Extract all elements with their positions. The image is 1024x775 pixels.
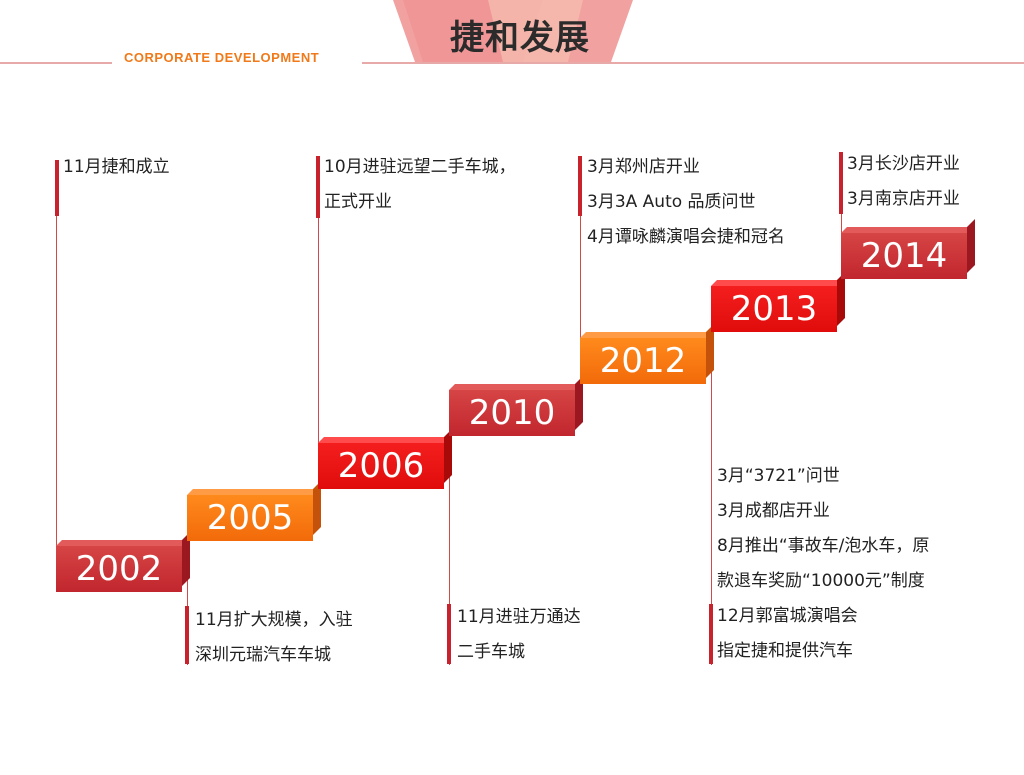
header-line-left (0, 62, 112, 64)
milestone-line: 指定捷和提供汽车 (717, 641, 853, 661)
connector-2002 (56, 162, 57, 567)
accent-bar-2013 (709, 604, 713, 664)
accent-bar-2012 (578, 156, 582, 216)
year-block-2013: 2013 (711, 272, 845, 332)
milestone-text-2012: 3月郑州店开业 3月3A Auto 品质问世 4月谭咏麟演唱会捷和冠名 (587, 150, 785, 255)
year-label-2005: 2005 (187, 495, 313, 541)
milestone-line: 8月推出“事故车/泡水车，原 (717, 536, 930, 556)
year-label-2013: 2013 (711, 286, 837, 332)
accent-bar-2010 (447, 604, 451, 664)
year-block-2010: 2010 (449, 376, 583, 436)
milestone-line: 12月郭富城演唱会 (717, 606, 858, 626)
milestone-text-2014: 3月长沙店开业 3月南京店开业 (847, 147, 960, 217)
header-line-right (362, 62, 1024, 64)
year-block-2002: 2002 (56, 532, 190, 592)
milestone-text-2002: 11月捷和成立 (63, 150, 170, 185)
accent-bar-2014 (839, 152, 843, 214)
page-title: 捷和发展 (450, 18, 590, 58)
milestone-line: 4月谭咏麟演唱会捷和冠名 (587, 227, 785, 247)
milestone-text-2005: 11月扩大规模，入驻 深圳元瑞汽车车城 (195, 603, 353, 673)
milestone-line: 11月进驻万通达 (457, 607, 581, 627)
milestone-line: 3月3A Auto 品质问世 (587, 192, 756, 212)
connector-2005 (187, 515, 188, 665)
milestone-line: 3月长沙店开业 (847, 154, 960, 174)
milestone-text-2010: 11月进驻万通达 二手车城 (457, 600, 581, 670)
milestone-line: 11月捷和成立 (63, 157, 170, 177)
year-label-2002: 2002 (56, 546, 182, 592)
year-block-2014: 2014 (841, 219, 975, 279)
year-label-2012: 2012 (580, 338, 706, 384)
accent-bar-2005 (185, 606, 189, 664)
milestone-line: 3月郑州店开业 (587, 157, 700, 177)
milestone-line: 款退车奖励“10000元”制度 (717, 571, 925, 591)
milestone-line: 3月南京店开业 (847, 189, 960, 209)
accent-bar-2002 (55, 160, 59, 216)
accent-bar-2006 (316, 156, 320, 218)
milestone-line: 11月扩大规模，入驻 (195, 610, 353, 630)
year-block-2012: 2012 (580, 324, 714, 384)
milestone-line: 10月进驻远望二手车城， (324, 157, 516, 177)
milestone-text-2013: 3月“3721”问世 3月成都店开业 8月推出“事故车/泡水车，原 款退车奖励“… (717, 459, 929, 669)
year-block-2006: 2006 (318, 429, 452, 489)
milestone-line: 3月成都店开业 (717, 501, 830, 521)
page-subtitle: CORPORATE DEVELOPMENT (124, 50, 320, 65)
connector-2012 (580, 158, 581, 353)
connector-2013 (711, 300, 712, 665)
year-label-2006: 2006 (318, 443, 444, 489)
milestone-line: 二手车城 (457, 642, 525, 662)
connector-2010 (449, 410, 450, 665)
year-label-2010: 2010 (449, 390, 575, 436)
milestone-text-2006: 10月进驻远望二手车城， 正式开业 (324, 150, 516, 220)
milestone-line: 深圳元瑞汽车车城 (195, 645, 331, 665)
connector-2006 (318, 158, 319, 458)
header-banner (393, 0, 633, 62)
milestone-line: 正式开业 (324, 192, 392, 212)
year-label-2014: 2014 (841, 233, 967, 279)
year-block-2005: 2005 (187, 481, 321, 541)
milestone-line: 3月“3721”问世 (717, 466, 840, 486)
